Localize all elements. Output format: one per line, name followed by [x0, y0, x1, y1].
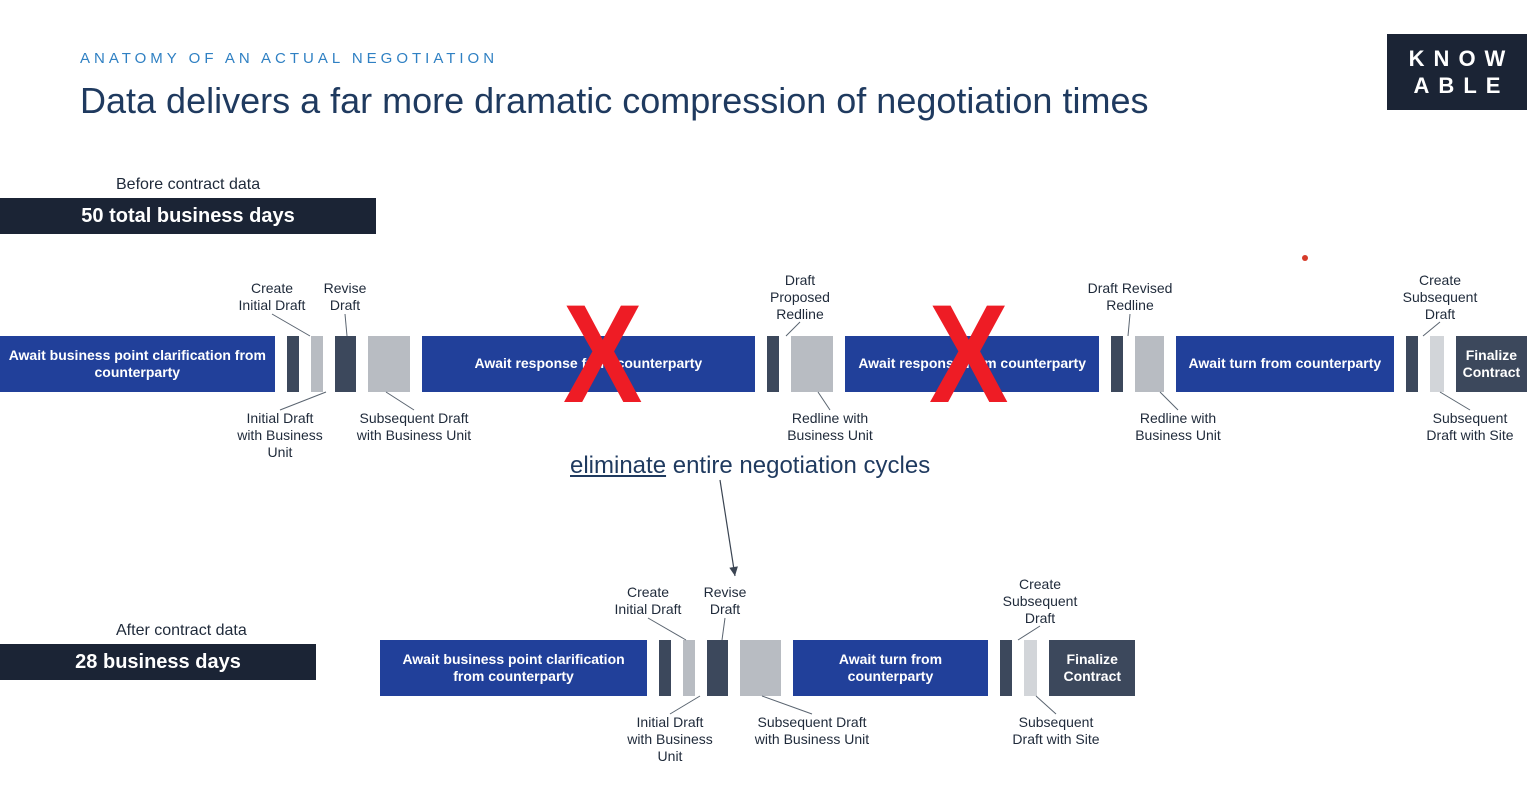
slide-canvas: ANATOMY OF AN ACTUAL NEGOTIATION Data de…	[0, 0, 1527, 791]
stray-red-dot-icon	[1302, 255, 1308, 261]
leader-line	[0, 0, 1527, 791]
